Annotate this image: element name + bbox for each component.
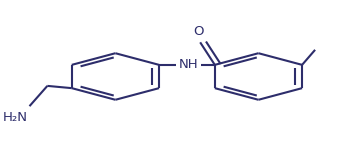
Text: H₂N: H₂N: [3, 111, 28, 124]
Text: NH: NH: [179, 58, 198, 71]
Text: O: O: [193, 25, 204, 38]
